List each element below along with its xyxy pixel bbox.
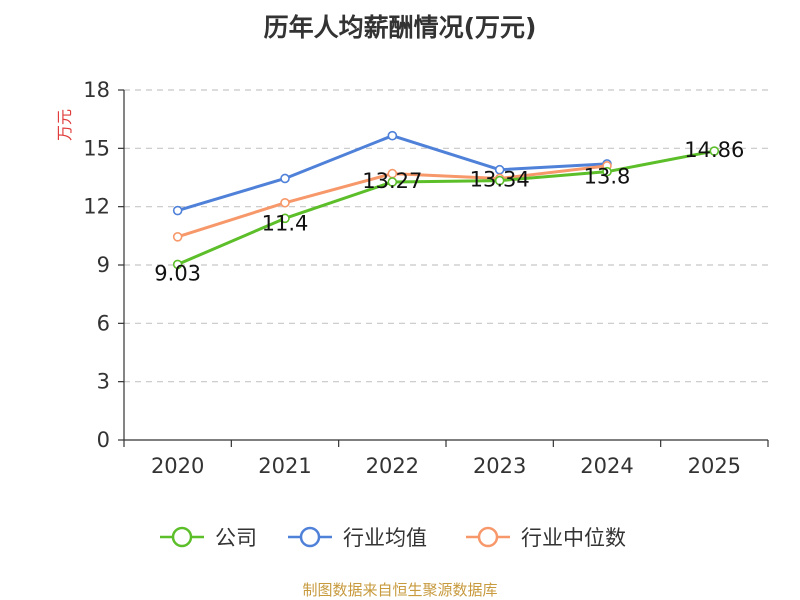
legend-label: 行业均值 xyxy=(343,526,427,550)
legend: 公司 行业均值 行业中位数 xyxy=(160,526,626,550)
legend-label: 行业中位数 xyxy=(521,526,626,550)
series-line-0 xyxy=(177,149,715,266)
data-point xyxy=(602,166,612,177)
source-note: 制图数据来自恒生聚源数据库 xyxy=(302,581,498,599)
legend-item: 公司 xyxy=(160,526,257,550)
data-label: 13.27 xyxy=(362,169,422,193)
data-label: 11.4 xyxy=(262,211,309,235)
y-tick-label: 3 xyxy=(97,370,110,394)
y-axis-label: 万元 xyxy=(55,109,74,141)
data-point xyxy=(494,175,505,186)
data-point xyxy=(387,130,398,141)
legend-marker xyxy=(171,526,193,548)
data-label: 14.86 xyxy=(684,138,744,162)
x-tick-label: 2023 xyxy=(473,454,526,478)
chart-title: 历年人均薪酬情况(万元) xyxy=(263,13,537,42)
y-tick-label: 12 xyxy=(83,195,110,219)
x-tick-label: 2021 xyxy=(258,454,311,478)
data-label: 13.34 xyxy=(470,168,530,192)
legend-item: 行业均值 xyxy=(288,526,427,550)
axes: 0 3 6 9 12 15 18 万元 2020 2021 2022 2023 2024 2025 xyxy=(55,78,769,478)
data-point xyxy=(709,146,720,156)
legend-item: 行业中位数 xyxy=(466,526,626,550)
data-point xyxy=(172,232,183,242)
data-label: 9.03 xyxy=(154,261,201,285)
series-lines xyxy=(172,130,720,270)
legend-marker xyxy=(477,526,499,548)
x-tick-label: 2022 xyxy=(366,454,419,478)
y-tick-label: 15 xyxy=(83,136,110,160)
data-labels: 9.03 11.4 13.27 13.34 13.8 14.86 xyxy=(154,138,744,285)
data-point xyxy=(387,177,398,187)
data-point xyxy=(172,205,183,216)
data-point xyxy=(280,213,290,224)
y-tick-label: 18 xyxy=(83,78,110,102)
y-tick-label: 9 xyxy=(97,253,110,277)
y-tick-label: 6 xyxy=(97,311,110,335)
x-tick-label: 2020 xyxy=(151,454,204,478)
legend-label: 公司 xyxy=(215,526,257,550)
grid-lines xyxy=(124,89,768,383)
data-point xyxy=(280,197,290,208)
legend-marker xyxy=(299,526,321,548)
x-tick-label: 2025 xyxy=(688,454,741,478)
data-point xyxy=(280,173,290,184)
data-label: 13.8 xyxy=(584,165,631,189)
y-tick-label: 0 xyxy=(97,428,110,452)
x-tick-label: 2024 xyxy=(580,454,633,478)
data-point xyxy=(172,259,183,270)
